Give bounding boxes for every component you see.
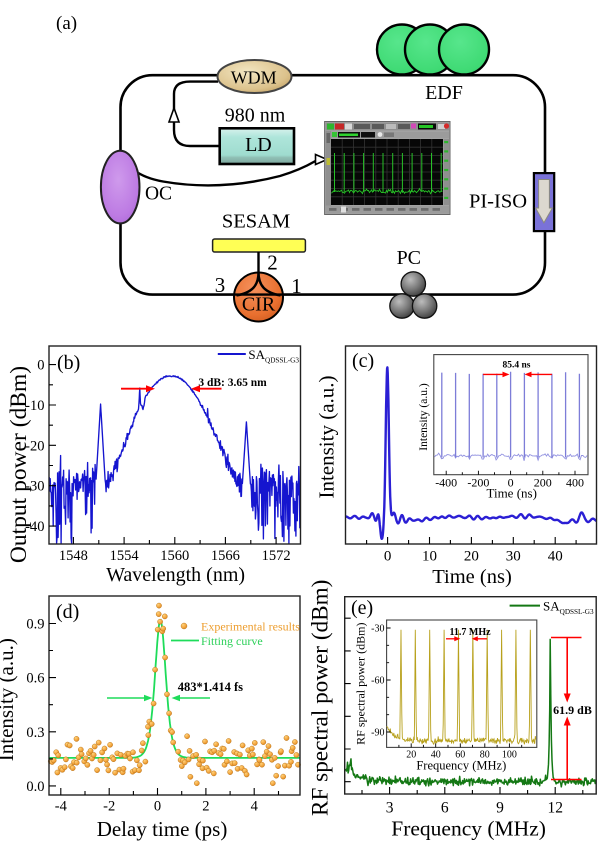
svg-text:-20: -20 (25, 438, 44, 454)
svg-text:1: 1 (291, 274, 302, 298)
svg-text:85.4 ns: 85.4 ns (503, 360, 531, 370)
svg-text:9: 9 (496, 800, 504, 817)
svg-text:Wavelength (nm): Wavelength (nm) (106, 564, 245, 586)
svg-text:1554: 1554 (110, 548, 140, 564)
svg-text:0.3: 0.3 (26, 725, 44, 741)
svg-text:4: 4 (251, 799, 259, 815)
svg-text:(e): (e) (351, 597, 373, 619)
svg-text:Intensity (a.u.): Intensity (a.u.) (418, 383, 430, 451)
svg-text:-4: -4 (55, 799, 68, 815)
svg-text:Time (ns): Time (ns) (432, 566, 512, 588)
svg-text:1566: 1566 (211, 548, 240, 564)
svg-text:12: 12 (547, 800, 563, 817)
svg-text:Output power (dBm): Output power (dBm) (6, 366, 32, 563)
svg-text:-90: -90 (371, 728, 384, 739)
svg-text:Time (ns): Time (ns) (486, 486, 536, 501)
svg-text:LD: LD (245, 134, 272, 156)
svg-text:EDF: EDF (425, 82, 463, 104)
svg-text:(b): (b) (57, 352, 80, 374)
svg-text:100: 100 (502, 750, 517, 761)
svg-text:SESAM: SESAM (222, 211, 290, 233)
svg-text:RF spectral power (dBm): RF spectral power (dBm) (308, 580, 334, 816)
svg-text:1572: 1572 (262, 548, 291, 564)
svg-text:Intensity (a.u.): Intensity (a.u.) (0, 638, 18, 761)
svg-text:3: 3 (386, 800, 394, 817)
svg-text:(d): (d) (56, 601, 79, 623)
svg-text:-30: -30 (371, 624, 384, 635)
svg-text:Fitting curve: Fitting curve (201, 634, 263, 648)
svg-text:2: 2 (202, 799, 209, 815)
svg-text:11.7 MHz: 11.7 MHz (449, 627, 491, 638)
svg-text:3 dB: 3.65 nm: 3 dB: 3.65 nm (198, 377, 267, 389)
svg-text:20: 20 (464, 549, 479, 565)
svg-text:-400: -400 (435, 476, 457, 490)
svg-text:40: 40 (431, 750, 441, 761)
svg-text:CIR: CIR (242, 294, 276, 316)
svg-text:1548: 1548 (59, 548, 88, 564)
svg-text:-30: -30 (25, 479, 44, 495)
svg-text:30: 30 (506, 549, 521, 565)
svg-text:60: 60 (455, 750, 465, 761)
svg-text:0: 0 (508, 476, 514, 490)
svg-text:80: 80 (480, 750, 490, 761)
svg-text:Intensity (a.u.): Intensity (a.u.) (315, 375, 339, 498)
svg-text:483*1.414 fs: 483*1.414 fs (178, 680, 243, 694)
svg-text:0: 0 (384, 549, 392, 565)
svg-text:3: 3 (215, 273, 226, 297)
svg-text:RF spectral power (dBm): RF spectral power (dBm) (354, 623, 368, 745)
svg-text:(a): (a) (56, 13, 77, 34)
svg-text:200: 200 (534, 476, 552, 490)
svg-text:(c): (c) (352, 350, 374, 372)
svg-text:0: 0 (37, 358, 44, 374)
svg-text:-60: -60 (371, 676, 384, 687)
svg-text:0.6: 0.6 (26, 671, 44, 687)
svg-text:-40: -40 (25, 519, 44, 535)
svg-text:PC: PC (397, 247, 421, 269)
svg-text:1560: 1560 (160, 548, 189, 564)
svg-text:2: 2 (267, 251, 278, 275)
svg-text:Frequency (MHz): Frequency (MHz) (391, 816, 546, 840)
svg-text:-200: -200 (467, 476, 489, 490)
svg-text:6: 6 (441, 800, 449, 817)
svg-text:PI-ISO: PI-ISO (469, 191, 527, 213)
svg-text:Experimental results: Experimental results (201, 619, 300, 633)
svg-text:61.9 dB: 61.9 dB (553, 703, 592, 717)
svg-text:WDM: WDM (231, 67, 277, 87)
svg-text:980 nm: 980 nm (225, 105, 286, 127)
svg-text:-10: -10 (25, 398, 44, 414)
svg-text:20: 20 (406, 750, 416, 761)
svg-text:0.9: 0.9 (26, 617, 44, 633)
svg-text:-2: -2 (103, 799, 115, 815)
svg-text:40: 40 (548, 549, 563, 565)
svg-text:0.0: 0.0 (26, 779, 44, 795)
svg-text:Delay time (ps): Delay time (ps) (97, 817, 228, 841)
svg-text:OC: OC (145, 184, 172, 205)
svg-text:10: 10 (422, 549, 437, 565)
svg-text:Frequency (MHz): Frequency (MHz) (416, 759, 506, 773)
svg-text:0: 0 (154, 799, 161, 815)
svg-text:400: 400 (566, 476, 584, 490)
